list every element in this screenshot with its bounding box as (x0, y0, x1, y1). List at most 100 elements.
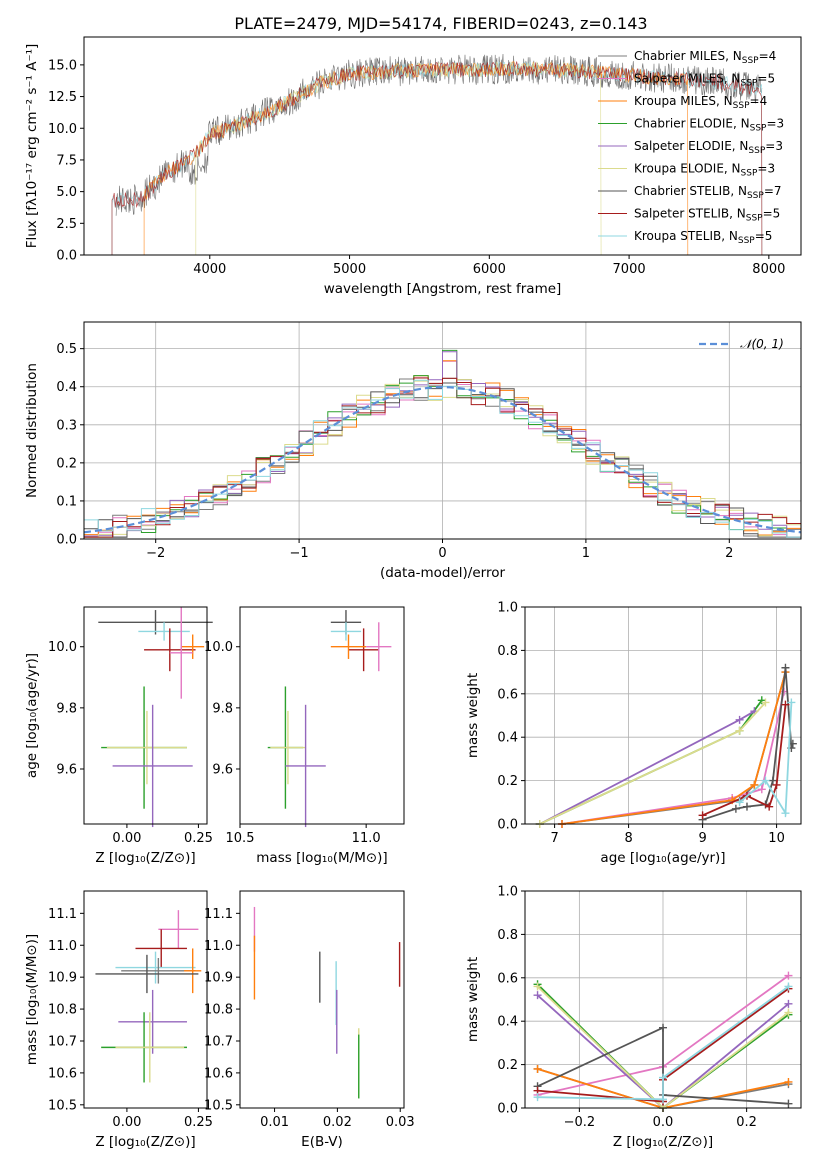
x-axis-label: E(B-V) (301, 1134, 343, 1150)
x-axis-label: Z [log₁₀(Z/Z⊙)] (95, 1134, 195, 1150)
axes-frame (239, 890, 405, 1109)
legend-entry: Kroupa STELIB, NSSP=5 (634, 229, 772, 246)
axes-frame (239, 606, 405, 825)
mass-weight-line (539, 699, 763, 825)
x-axis-label: age [log₁₀(age/yr)] (600, 850, 725, 866)
legend-subscript: SSP (733, 101, 750, 111)
y-axis-label: mass [log₁₀(M/M⊙)] (24, 934, 40, 1065)
x-tick-label: 7 (550, 831, 558, 846)
mass-weight-marker (659, 1095, 667, 1104)
x-tick-label: 6000 (473, 262, 506, 277)
residual-histogram (84, 379, 801, 538)
y-tick-label: 0.1 (56, 494, 77, 509)
legend-entry: 𝒩(0, 1) (740, 337, 784, 351)
legend-entry: Salpeter STELIB, NSSP=5 (634, 207, 780, 224)
mass-weight-marker (787, 698, 796, 707)
legend-subscript: SSP (741, 79, 758, 89)
y-tick-label: 15.0 (48, 58, 77, 73)
x-tick-label: −1 (290, 546, 309, 561)
y-tick-label: 2.5 (56, 217, 77, 232)
plot-area (83, 349, 802, 538)
residuals-panel: −2 −1 0 1 2 0.0 0.1 0.2 0.3 0.4 0.5 (data-model)/er… (24, 321, 802, 581)
legend-entry: Kroupa MILES, NSSP=4 (634, 94, 767, 111)
y-tick-label: 11.0 (48, 939, 77, 954)
mass-weight-marker (784, 999, 793, 1008)
mass-EBV-panel: 0.01 0.02 0.03 10.5 10.6 10.7 10.8 10.9 11.0 11.1… (204, 890, 415, 1150)
y-axis-label: age [log₁₀(age/yr)] (24, 653, 40, 778)
mass-weight-line (537, 985, 790, 1101)
mass-weight-marker (698, 811, 707, 820)
y-tick-label: 0.4 (56, 380, 77, 395)
x-tick-label: 0.2 (736, 1115, 757, 1130)
mass-weight-marker (788, 739, 797, 748)
legend-subscript: SSP (750, 124, 767, 134)
x-tick-label: 0.25 (184, 831, 213, 846)
model-spectrum-line (111, 60, 763, 256)
mass-weight-marker (784, 982, 793, 991)
mass-weight-marker (768, 776, 777, 785)
plot-area (267, 610, 392, 828)
mass-weight-marker (781, 809, 790, 818)
mass-weight-age-panel: 7 8 9 10 0.0 0.2 0.4 0.6 0.8 1.0 age [log₁₀(age/yr… (465, 601, 802, 866)
mass-weight-marker (731, 804, 740, 813)
x-tick-label: 8 (624, 831, 632, 846)
plot-area (535, 663, 797, 828)
y-tick-label: 9.8 (212, 701, 233, 716)
residual-histogram (84, 377, 801, 538)
legend-subscript: SSP (741, 169, 758, 179)
legend-entry: Chabrier ELODIE, NSSP=3 (634, 117, 784, 134)
y-tick-label: 11.1 (204, 907, 233, 922)
mass-weight-marker (781, 700, 790, 709)
x-axis-label: Z [log₁₀(Z/Z⊙)] (613, 1134, 713, 1150)
y-axis-label: Flux [fλ10⁻¹⁷ erg cm⁻² s⁻¹ A⁻¹] (24, 44, 40, 249)
legend-entry: Chabrier STELIB, NSSP=7 (634, 184, 782, 201)
x-tick-label: 9 (698, 831, 706, 846)
x-tick-label: 0.25 (184, 1115, 213, 1130)
y-tick-label: 11.1 (48, 907, 77, 922)
legend-subscript: SSP (738, 236, 755, 246)
y-tick-label: 0.6 (497, 687, 518, 702)
plot-area (98, 607, 213, 828)
axes-frame (524, 606, 802, 825)
x-tick-label: −0.2 (564, 1115, 596, 1130)
y-tick-label: 10.8 (204, 1003, 233, 1018)
axes-frame (83, 606, 208, 825)
legend-entry: Salpeter MILES, NSSP=5 (634, 72, 775, 89)
y-tick-label: 9.6 (56, 762, 77, 777)
legend-suffix: =3 (757, 162, 775, 176)
legend-text: Kroupa STELIB, N (634, 229, 738, 243)
legend-suffix: =5 (755, 229, 773, 243)
mass-weight-marker (784, 1008, 793, 1017)
age-mass-panel: 10.5 11.0 9.6 9.8 10.0 mass [log₁₀(M/M⊙)] (204, 606, 405, 866)
mass-weight-marker (659, 1023, 667, 1032)
legend-text: Chabrier ELODIE, N (634, 117, 750, 131)
y-tick-label: 9.6 (212, 762, 233, 777)
x-tick-label: 2 (725, 546, 733, 561)
mass-weight-marker (761, 698, 770, 707)
mass-weight-marker (735, 726, 744, 735)
y-tick-label: 10.5 (48, 1098, 77, 1113)
y-tick-label: 10.6 (204, 1066, 233, 1081)
legend-entry: Salpeter ELODIE, NSSP=3 (634, 139, 783, 156)
y-tick-label: 10.7 (204, 1034, 233, 1049)
mass-weight-line (739, 702, 793, 817)
normal-curve (83, 385, 802, 534)
model-spectrum-line (143, 60, 689, 256)
model-spectrum-line (111, 61, 763, 256)
y-tick-label: 0.8 (497, 928, 518, 943)
x-tick-label: 10 (768, 831, 785, 846)
y-tick-label: 10.9 (204, 971, 233, 986)
x-tick-label: 7000 (613, 262, 646, 277)
legend-text: Kroupa ELODIE, N (634, 162, 741, 176)
y-tick-label: 0.2 (497, 774, 518, 789)
x-tick-label: 0.0 (653, 1115, 674, 1130)
legend-text: Chabrier STELIB, N (634, 184, 747, 198)
axes-frame (83, 890, 208, 1109)
mass-weight-marker (742, 802, 751, 811)
x-tick-label: 0 (438, 546, 446, 561)
spectrum-panel: 4000 5000 6000 7000 8000 0.0 2.5 5.0 7.5 10.0 12.5… (24, 36, 802, 297)
mass-weight-marker (784, 1077, 793, 1086)
y-tick-label: 0.6 (497, 971, 518, 986)
y-tick-label: 10.9 (48, 971, 77, 986)
